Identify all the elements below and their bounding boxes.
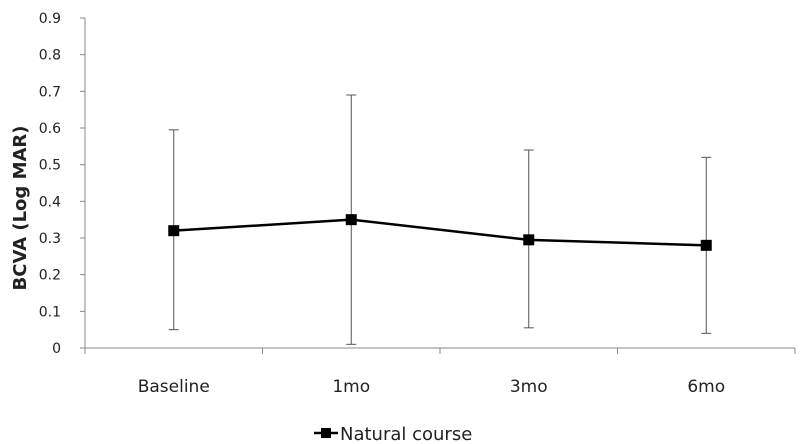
x-axis: Baseline 1mo 3mo 6mo — [84, 347, 796, 397]
x-tick-label: 1mo — [332, 377, 370, 397]
data-point-marker — [168, 225, 180, 237]
y-tick-label: 0.1 — [39, 304, 61, 320]
y-tick-label: 0.3 — [39, 231, 61, 247]
series-natural-course — [168, 214, 712, 251]
y-axis-title: BCVA (Log MAR) — [10, 126, 31, 291]
y-tick-label: 0.4 — [39, 194, 61, 210]
x-tick-label: 6mo — [687, 377, 725, 397]
error-bars — [168, 94, 712, 345]
data-point-marker — [700, 239, 712, 251]
x-tick-label: 3mo — [510, 377, 548, 397]
y-tick-label: 0.7 — [39, 84, 61, 100]
legend-label: Natural course — [340, 424, 472, 444]
data-point-marker — [345, 214, 357, 226]
y-tick-label: 0.9 — [39, 11, 61, 27]
y-tick-label: 0 — [52, 341, 61, 357]
x-tick-label: Baseline — [138, 377, 210, 397]
legend: Natural course — [314, 424, 472, 444]
y-axis: 0 0.1 0.2 0.3 0.4 0.5 0.6 0.7 0.8 0.9 — [39, 11, 86, 357]
legend-square-marker — [321, 428, 331, 438]
y-tick-label: 0.8 — [39, 48, 61, 64]
data-point-marker — [523, 234, 535, 246]
y-tick-label: 0.5 — [39, 158, 61, 174]
series-line — [173, 218, 707, 247]
y-tick-label: 0.2 — [39, 268, 61, 284]
y-tick-label: 0.6 — [39, 121, 61, 137]
